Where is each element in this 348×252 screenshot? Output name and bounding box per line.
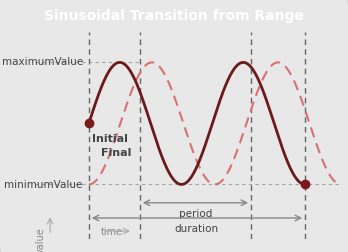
Text: Initial: Initial — [92, 133, 128, 143]
Text: minimumValue: minimumValue — [5, 180, 83, 190]
Text: value: value — [36, 226, 46, 252]
Text: maximumValue: maximumValue — [2, 57, 83, 67]
Text: time: time — [100, 226, 122, 236]
Text: Sinusoidal Transition from Range: Sinusoidal Transition from Range — [44, 9, 304, 23]
Text: duration: duration — [175, 223, 219, 233]
Text: Final: Final — [101, 147, 131, 157]
Text: period: period — [179, 208, 212, 218]
